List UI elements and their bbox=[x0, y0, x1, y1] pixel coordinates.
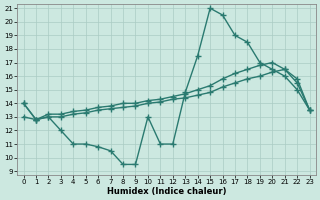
X-axis label: Humidex (Indice chaleur): Humidex (Indice chaleur) bbox=[107, 187, 226, 196]
